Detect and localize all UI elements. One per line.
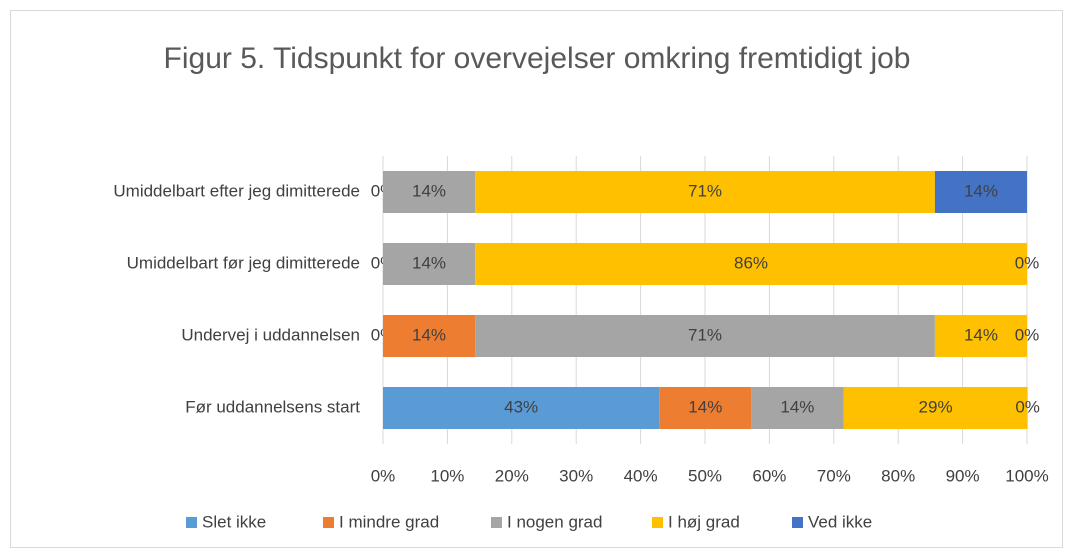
x-tick-label: 20% xyxy=(495,466,529,485)
y-tick-label: Umiddelbart før jeg dimitterede xyxy=(127,253,360,272)
x-tick-label: 40% xyxy=(624,466,658,485)
data-label: 86% xyxy=(734,253,768,272)
data-label: 0% xyxy=(1015,253,1040,272)
legend-swatch xyxy=(792,517,803,528)
x-tick-label: 60% xyxy=(752,466,786,485)
data-label: 43% xyxy=(504,397,538,416)
legend-label: I mindre grad xyxy=(339,512,439,531)
x-tick-label: 0% xyxy=(371,466,396,485)
data-label: 29% xyxy=(919,397,953,416)
x-tick-label: 50% xyxy=(688,466,722,485)
data-label: 14% xyxy=(964,181,998,200)
data-label: 14% xyxy=(688,397,722,416)
legend-label: Ved ikke xyxy=(808,512,872,531)
bar-segment xyxy=(934,171,1027,213)
bar-segment xyxy=(475,315,935,357)
x-tick-label: 100% xyxy=(1005,466,1048,485)
x-tick-label: 10% xyxy=(430,466,464,485)
x-tick-label: 80% xyxy=(881,466,915,485)
legend-label: I nogen grad xyxy=(507,512,602,531)
bar-segment xyxy=(383,243,476,285)
x-tick-label: 90% xyxy=(946,466,980,485)
legend-swatch xyxy=(186,517,197,528)
data-label: 71% xyxy=(688,325,722,344)
bar-segment xyxy=(751,387,844,429)
data-label: 14% xyxy=(780,397,814,416)
bar-segment xyxy=(934,315,1027,357)
bar-segment xyxy=(383,315,476,357)
data-label: 0% xyxy=(1015,325,1040,344)
data-label: 71% xyxy=(688,181,722,200)
bar-segment xyxy=(843,387,1028,429)
bar-segment xyxy=(475,243,1027,285)
x-tick-label: 30% xyxy=(559,466,593,485)
y-tick-label: Undervej i uddannelsen xyxy=(181,325,360,344)
legend-swatch xyxy=(323,517,334,528)
x-tick-label: 70% xyxy=(817,466,851,485)
legend-swatch xyxy=(652,517,663,528)
y-tick-label: Umiddelbart efter jeg dimitterede xyxy=(113,181,360,200)
data-label: 14% xyxy=(412,325,446,344)
data-label: 14% xyxy=(964,325,998,344)
bar-segment xyxy=(383,171,476,213)
legend-label: Slet ikke xyxy=(202,512,266,531)
data-label: 14% xyxy=(412,181,446,200)
y-tick-label: Før uddannelsens start xyxy=(185,397,360,416)
data-label: 14% xyxy=(412,253,446,272)
bar-segment xyxy=(475,171,935,213)
bar-segment xyxy=(659,387,752,429)
bar-segment xyxy=(383,387,660,429)
legend-swatch xyxy=(491,517,502,528)
legend-label: I høj grad xyxy=(668,512,740,531)
chart-title: Figur 5. Tidspunkt for overvejelser omkr… xyxy=(163,42,911,75)
data-label: 0% xyxy=(1015,397,1040,416)
